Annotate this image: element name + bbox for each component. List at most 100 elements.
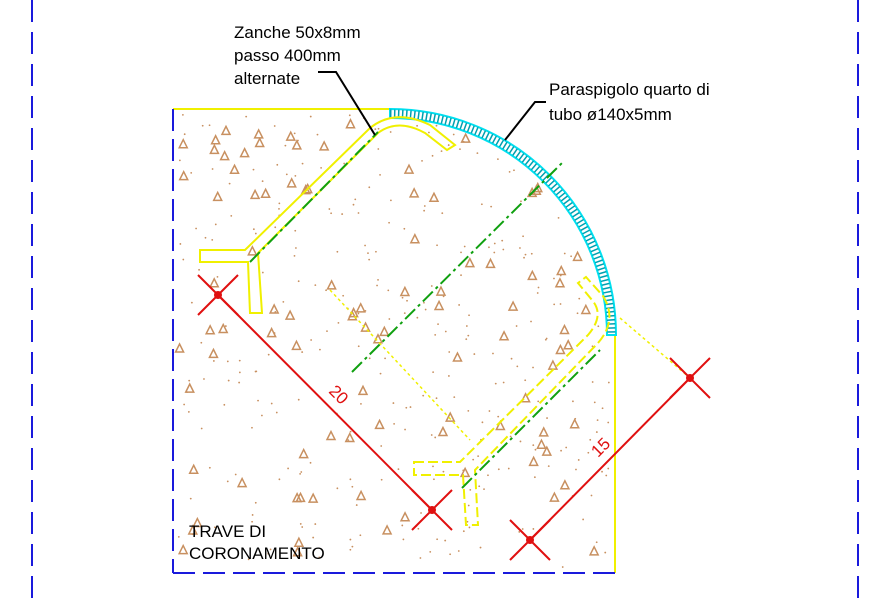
speckle xyxy=(478,485,480,487)
speckle xyxy=(276,164,278,166)
speckle xyxy=(492,353,494,355)
speckle xyxy=(420,557,422,559)
speckle xyxy=(421,160,423,162)
speckle xyxy=(489,410,491,412)
speckle xyxy=(360,403,362,405)
speckle xyxy=(523,257,525,259)
speckle xyxy=(239,360,241,362)
speckle xyxy=(336,251,338,253)
speckle xyxy=(605,475,607,477)
speckle xyxy=(493,252,495,254)
speckle xyxy=(349,549,351,551)
speckle xyxy=(560,303,562,305)
speckle xyxy=(402,539,404,541)
speckle xyxy=(553,278,555,280)
speckle xyxy=(436,125,438,127)
speckle xyxy=(495,383,497,385)
speckle xyxy=(294,175,296,177)
speckle xyxy=(301,351,303,353)
speckle xyxy=(423,210,425,212)
speckle xyxy=(205,237,207,239)
speckle xyxy=(565,447,567,449)
speckle xyxy=(538,287,540,289)
speckle xyxy=(229,183,231,185)
speckle xyxy=(349,539,351,541)
speckle xyxy=(601,471,603,473)
speckle xyxy=(325,289,327,291)
speckle xyxy=(377,279,379,281)
speckle xyxy=(387,290,389,292)
speckle xyxy=(570,255,572,257)
speckle xyxy=(453,134,455,136)
speckle xyxy=(368,186,370,188)
speckle xyxy=(459,148,461,150)
speckle xyxy=(531,253,533,255)
speckle xyxy=(190,498,192,500)
speckle xyxy=(501,240,503,242)
speckle xyxy=(384,357,386,359)
speckle xyxy=(560,450,562,452)
speckle xyxy=(448,351,450,353)
speckle xyxy=(317,134,319,136)
speckle xyxy=(498,468,500,470)
speckle xyxy=(530,321,532,323)
speckle xyxy=(473,353,475,355)
speckle xyxy=(597,325,599,327)
speckle xyxy=(460,251,462,253)
speckle xyxy=(582,519,584,521)
speckle xyxy=(255,502,257,504)
speckle xyxy=(381,479,383,481)
speckle xyxy=(359,534,361,536)
speckle xyxy=(453,396,455,398)
speckle xyxy=(298,399,300,401)
speckle xyxy=(534,476,536,478)
speckle xyxy=(274,226,276,228)
speckle xyxy=(297,140,299,142)
speckle xyxy=(431,285,433,287)
speckle xyxy=(255,233,257,235)
speckle xyxy=(518,531,520,533)
speckle xyxy=(594,401,596,403)
speckle xyxy=(487,474,489,476)
speckle xyxy=(393,423,395,425)
speckle xyxy=(312,537,314,539)
speckle xyxy=(294,255,296,257)
speckle xyxy=(510,436,512,438)
speckle xyxy=(508,468,510,470)
speckle xyxy=(336,487,338,489)
speckle xyxy=(191,302,193,304)
speckle xyxy=(424,205,426,207)
speckle xyxy=(562,566,564,568)
speckle xyxy=(209,467,211,469)
speckle xyxy=(532,528,534,530)
speckle xyxy=(481,203,483,205)
speckle xyxy=(326,330,328,332)
speckle xyxy=(354,199,356,201)
speckle xyxy=(286,173,288,175)
speckle xyxy=(201,428,203,430)
speckle xyxy=(367,252,369,254)
speckle xyxy=(578,459,580,461)
speckle xyxy=(417,528,419,530)
drawing: 20 15 Zanche 50x8mm passo 400mm alternat… xyxy=(0,0,877,606)
speckle xyxy=(464,246,466,248)
speckle xyxy=(278,208,280,210)
speckle xyxy=(560,275,562,277)
speckle xyxy=(404,429,406,431)
dot xyxy=(428,506,436,514)
speckle xyxy=(432,155,434,157)
speckle xyxy=(520,200,522,202)
speckle xyxy=(227,361,229,363)
speckle xyxy=(351,486,353,488)
speckle xyxy=(276,412,278,414)
speckle xyxy=(519,247,521,249)
speckle xyxy=(302,163,304,165)
speckle xyxy=(482,421,484,423)
speckle xyxy=(589,439,591,441)
speckle xyxy=(428,132,430,134)
speckle xyxy=(483,488,485,490)
speckle xyxy=(227,481,229,483)
speckle xyxy=(252,514,254,516)
speckle xyxy=(358,313,360,315)
speckle xyxy=(262,272,264,274)
